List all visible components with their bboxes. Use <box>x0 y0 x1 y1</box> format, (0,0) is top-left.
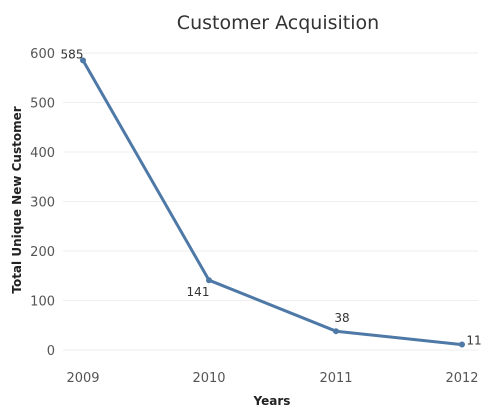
data-point <box>333 328 339 335</box>
x-tick-label: 2012 <box>445 371 478 386</box>
data-label: 11 <box>466 334 481 348</box>
x-axis-label: Years <box>253 394 291 408</box>
y-tick-label: 400 <box>30 146 55 161</box>
x-tick-label: 2010 <box>192 371 225 386</box>
data-point <box>206 277 212 284</box>
x-tick-label: 2009 <box>66 371 99 386</box>
data-label: 141 <box>187 285 210 299</box>
data-labels: 585 141 38 11 <box>61 47 482 347</box>
y-tick-label: 500 <box>30 97 55 112</box>
y-axis-ticks: 0 100 200 300 400 500 600 <box>30 47 55 359</box>
data-point <box>80 57 86 64</box>
y-axis-label: Total Unique New Customer <box>10 106 24 293</box>
series-group <box>80 57 465 348</box>
series-line <box>81 58 464 347</box>
gridlines <box>63 52 478 351</box>
chart-title: Customer Acquisition <box>177 12 379 34</box>
x-tick-label: 2011 <box>319 371 352 386</box>
y-tick-label: 600 <box>30 47 55 62</box>
y-tick-label: 200 <box>30 245 55 260</box>
data-label: 585 <box>61 47 84 61</box>
y-tick-label: 300 <box>30 196 55 211</box>
x-axis-ticks: 2009 2010 2011 2012 <box>66 371 478 386</box>
y-tick-label: 100 <box>30 295 55 310</box>
data-label: 38 <box>334 311 349 325</box>
y-tick-label: 0 <box>47 344 55 359</box>
data-point <box>459 341 465 348</box>
